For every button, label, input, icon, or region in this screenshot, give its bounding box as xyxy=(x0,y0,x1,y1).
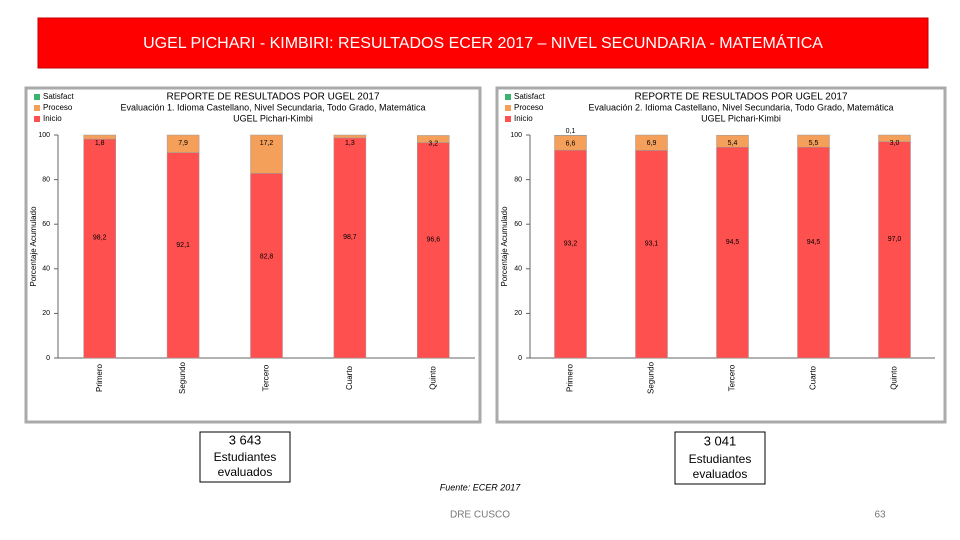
footer: DRE CUSCO xyxy=(450,510,510,521)
x-tick-label: Segundo xyxy=(178,361,187,394)
value-label: 1,8 xyxy=(95,140,105,147)
bar-segment xyxy=(83,134,116,140)
chart-title: REPORTE DE RESULTADOS POR UGEL 2017 xyxy=(166,92,379,103)
x-tick-label: Cuarto xyxy=(345,365,354,390)
value-label: 98,2 xyxy=(93,234,107,241)
value-label: 3,0 xyxy=(890,140,900,147)
bar-segment xyxy=(250,173,283,359)
bar-segment xyxy=(250,134,283,174)
count-text-wrap: Estudiantes evaluados xyxy=(688,452,752,481)
bar-segment xyxy=(417,142,450,359)
y-tick-label: 0 xyxy=(518,355,522,362)
count-number: 3 041 xyxy=(704,433,737,448)
value-label: 5,5 xyxy=(809,140,819,147)
count-number: 3 643 xyxy=(229,432,262,447)
slide-title: UGEL PICHARI - KIMBIRI: RESULTADOS ECER … xyxy=(143,33,823,52)
legend-swatch xyxy=(34,94,40,100)
count-box xyxy=(674,431,766,485)
value-label: 93,1 xyxy=(645,241,659,248)
legend-swatch xyxy=(505,116,511,122)
y-tick-label: 80 xyxy=(42,176,50,183)
bar-segment xyxy=(333,137,367,359)
title-banner xyxy=(37,17,929,69)
count-text-wrap: Estudiantes evaluados xyxy=(213,450,277,479)
y-tick-label: 100 xyxy=(38,132,50,139)
value-label: 98,7 xyxy=(343,234,357,241)
source: Fuente: ECER 2017 xyxy=(440,482,522,492)
legend-label: Proceso xyxy=(43,103,73,112)
y-tick-label: 40 xyxy=(42,266,50,273)
bar-segment xyxy=(83,138,116,359)
count-text: Estudiantes evaluados xyxy=(213,450,277,479)
legend-label: Inicio xyxy=(43,114,62,123)
bar-segment xyxy=(554,149,587,359)
count-text: Estudiantes evaluados xyxy=(688,452,752,481)
bar-segment xyxy=(797,147,830,359)
x-tick-label: Quinto xyxy=(428,366,437,390)
x-tick-label: Segundo xyxy=(647,361,656,394)
x-tick-label: Tercero xyxy=(262,364,271,391)
chart-subtitle: UGEL Pichari-Kimbi xyxy=(233,113,313,123)
bar-segment xyxy=(166,134,200,153)
chart-title: REPORTE DE RESULTADOS POR UGEL 2017 xyxy=(634,92,847,103)
value-label: 97,0 xyxy=(888,236,902,243)
bar-segment xyxy=(635,150,668,359)
legend-label: Inicio xyxy=(514,114,533,123)
value-label: 96,6 xyxy=(426,236,440,243)
y-tick-label: 100 xyxy=(510,132,522,139)
chart-subtitle: UGEL Pichari-Kimbi xyxy=(701,113,781,123)
y-tick-label: 60 xyxy=(514,221,522,228)
value-label: 6,6 xyxy=(566,140,576,147)
value-label: 94,5 xyxy=(807,239,821,246)
value-label: 17,2 xyxy=(260,140,274,147)
value-label: 5,4 xyxy=(728,140,738,147)
y-tick-label: 40 xyxy=(514,266,522,273)
value-label: 3,2 xyxy=(428,140,438,147)
bar-segment xyxy=(797,134,830,148)
chart-subtitle: Evaluación 2. Idioma Castellano, Nivel S… xyxy=(589,102,894,112)
y-axis-label: Porcentaje Acumulado xyxy=(500,206,509,287)
chart-subtitle: Evaluación 1. Idioma Castellano, Nivel S… xyxy=(121,102,426,112)
value-label: 6,9 xyxy=(647,140,657,147)
legend-swatch xyxy=(34,116,40,122)
y-tick-label: 20 xyxy=(42,310,50,317)
value-label: 93,2 xyxy=(564,241,578,248)
count-box xyxy=(199,431,291,483)
value-label: 1,3 xyxy=(345,140,355,147)
value-label: 94,5 xyxy=(726,239,740,246)
bar-segment xyxy=(878,141,911,359)
bar-segment xyxy=(716,147,749,359)
x-tick-label: Cuarto xyxy=(809,365,818,390)
legend-label: Satisfact xyxy=(514,92,545,101)
bar-segment xyxy=(417,135,450,143)
y-axis-label: Porcentaje Acumulado xyxy=(29,206,38,287)
bar-segment xyxy=(716,134,749,148)
x-tick-label: Tercero xyxy=(728,364,737,391)
x-tick-label: Primero xyxy=(566,363,575,392)
legend-label: Satisfact xyxy=(43,92,74,101)
y-tick-label: 80 xyxy=(514,176,522,183)
x-tick-label: Quinto xyxy=(890,366,899,390)
y-tick-label: 0 xyxy=(46,355,50,362)
y-tick-label: 60 xyxy=(42,221,50,228)
bar-segment xyxy=(635,134,668,151)
value-label: 7,9 xyxy=(178,140,188,147)
legend-swatch xyxy=(34,105,40,111)
x-tick-label: Primero xyxy=(95,363,104,392)
legend-swatch xyxy=(505,94,511,100)
y-tick-label: 20 xyxy=(514,310,522,317)
page-number: 63 xyxy=(874,510,886,521)
bar-segment xyxy=(166,152,200,359)
value-label: 0,1 xyxy=(566,128,576,135)
value-label: 82,8 xyxy=(260,253,274,260)
legend-label: Proceso xyxy=(514,103,544,112)
value-label: 92,1 xyxy=(176,242,190,249)
bar-segment xyxy=(878,134,911,142)
legend-swatch xyxy=(505,105,511,111)
bar-segment xyxy=(333,134,367,139)
